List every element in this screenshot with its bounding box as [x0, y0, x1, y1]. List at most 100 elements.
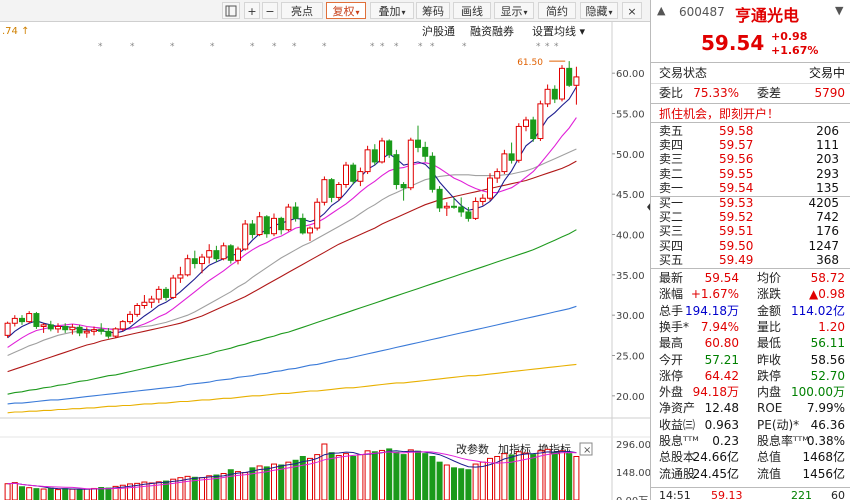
- candle-body[interactable]: [407, 139, 414, 189]
- candle-body[interactable]: [357, 171, 364, 182]
- hide-button[interactable]: 隐藏▾: [580, 2, 618, 19]
- ask-row[interactable]: 卖二 59.55 293: [659, 166, 839, 181]
- header-link-1[interactable]: 融资融券: [470, 24, 514, 38]
- ask-row[interactable]: 卖一 59.54 135: [659, 180, 839, 195]
- candle-body[interactable]: [4, 322, 11, 336]
- candle-body[interactable]: [69, 326, 76, 331]
- simple-button[interactable]: 简约: [538, 2, 576, 19]
- chips-button[interactable]: 筹码: [416, 2, 450, 19]
- candle-body[interactable]: [155, 288, 162, 300]
- candle-body[interactable]: [544, 88, 551, 105]
- event-marker[interactable]: *: [272, 42, 277, 52]
- candle-body[interactable]: [479, 197, 486, 202]
- candle-body[interactable]: [508, 153, 515, 161]
- candle-body[interactable]: [19, 317, 25, 323]
- candle-body[interactable]: [235, 248, 241, 261]
- candle-body[interactable]: [321, 179, 328, 203]
- candle-body[interactable]: [148, 298, 155, 303]
- ask-row[interactable]: 卖三 59.56 203: [659, 152, 839, 167]
- nav-up-icon[interactable]: ▲: [657, 4, 666, 17]
- bid-row[interactable]: 买一 59.53 4205: [659, 196, 839, 210]
- event-marker[interactable]: *: [210, 42, 215, 52]
- candle-body[interactable]: [62, 325, 69, 331]
- candle-body[interactable]: [494, 171, 501, 179]
- candle-body[interactable]: [458, 206, 465, 213]
- candle-body[interactable]: [83, 330, 90, 334]
- indicator-1[interactable]: 加指标: [498, 442, 531, 456]
- display-button[interactable]: 显示▾: [494, 2, 534, 19]
- candle-body[interactable]: [91, 329, 97, 332]
- event-marker[interactable]: *: [394, 42, 399, 52]
- candle-body[interactable]: [515, 125, 522, 161]
- candle-body[interactable]: [112, 328, 119, 337]
- candle-body[interactable]: [76, 326, 83, 334]
- candle-body[interactable]: [559, 67, 565, 100]
- candle-body[interactable]: [343, 164, 349, 186]
- candle-body[interactable]: [227, 245, 234, 261]
- candle-body[interactable]: [191, 258, 198, 265]
- event-marker[interactable]: *: [418, 42, 423, 52]
- header-link-2[interactable]: 设置均线 ▾: [532, 24, 585, 38]
- kline-chart[interactable]: .74 ↑ 沪股通 融资融券 设置均线 ▾ * * * * * * * * * * * * * * * * * 60.00…: [0, 21, 650, 500]
- candle-body[interactable]: [364, 149, 371, 173]
- overlay-button[interactable]: 叠加▾: [370, 2, 414, 19]
- event-marker[interactable]: *: [98, 42, 103, 52]
- adjust-button[interactable]: 复权▾: [326, 2, 366, 19]
- ask-row[interactable]: 卖五 59.58 206: [659, 124, 839, 138]
- bid-row[interactable]: 买三 59.51 176: [659, 224, 839, 239]
- candle-body[interactable]: [429, 155, 436, 190]
- header-link-0[interactable]: 沪股通: [422, 24, 455, 38]
- candle-body[interactable]: [98, 329, 105, 332]
- candle-body[interactable]: [292, 206, 299, 219]
- candle-body[interactable]: [443, 205, 450, 209]
- candle-body[interactable]: [220, 245, 227, 260]
- candle-body[interactable]: [436, 188, 443, 209]
- candle-body[interactable]: [379, 140, 385, 163]
- candle-body[interactable]: [400, 184, 407, 189]
- event-marker[interactable]: *: [380, 42, 385, 52]
- event-marker[interactable]: *: [554, 42, 559, 52]
- candle-body[interactable]: [263, 216, 270, 235]
- candle-body[interactable]: [573, 76, 580, 86]
- candle-body[interactable]: [242, 223, 249, 250]
- candle-body[interactable]: [47, 324, 54, 330]
- event-marker[interactable]: *: [322, 42, 327, 52]
- candle-body[interactable]: [141, 301, 148, 306]
- candle-body[interactable]: [170, 277, 177, 298]
- candle-body[interactable]: [451, 205, 457, 208]
- candle-body[interactable]: [177, 274, 184, 279]
- candle-body[interactable]: [256, 216, 263, 236]
- candle-body[interactable]: [472, 200, 479, 219]
- event-marker[interactable]: *: [536, 42, 541, 52]
- candle-body[interactable]: [465, 211, 472, 219]
- candle-body[interactable]: [26, 313, 33, 323]
- event-marker[interactable]: *: [250, 42, 255, 52]
- candle-body[interactable]: [299, 217, 306, 234]
- event-marker[interactable]: *: [430, 42, 435, 52]
- candle-body[interactable]: [163, 288, 169, 298]
- candle-body[interactable]: [335, 184, 342, 198]
- event-marker[interactable]: *: [130, 42, 135, 52]
- candle-body[interactable]: [537, 103, 544, 140]
- bid-row[interactable]: 买五 59.49 368: [659, 252, 839, 267]
- candle-body[interactable]: [105, 330, 112, 337]
- candle-body[interactable]: [134, 304, 141, 315]
- candle-body[interactable]: [249, 223, 256, 236]
- candle-body[interactable]: [551, 88, 558, 100]
- candle-body[interactable]: [530, 119, 537, 140]
- candle-body[interactable]: [328, 179, 335, 198]
- event-marker[interactable]: *: [545, 42, 550, 52]
- candle-body[interactable]: [415, 139, 421, 148]
- close-icon[interactable]: ×: [622, 2, 642, 19]
- candle-body[interactable]: [40, 324, 47, 327]
- candle-body[interactable]: [523, 119, 529, 127]
- candle-body[interactable]: [206, 250, 213, 258]
- indicator-0[interactable]: 改参数: [456, 442, 489, 456]
- candle-body[interactable]: [119, 321, 126, 330]
- zoom-out-button[interactable]: −: [262, 2, 278, 19]
- event-marker[interactable]: *: [170, 42, 175, 52]
- candle-body[interactable]: [33, 313, 40, 327]
- indicator-close-box[interactable]: [579, 442, 593, 456]
- candle-body[interactable]: [487, 177, 493, 199]
- draw-line-button[interactable]: 画线: [453, 2, 491, 19]
